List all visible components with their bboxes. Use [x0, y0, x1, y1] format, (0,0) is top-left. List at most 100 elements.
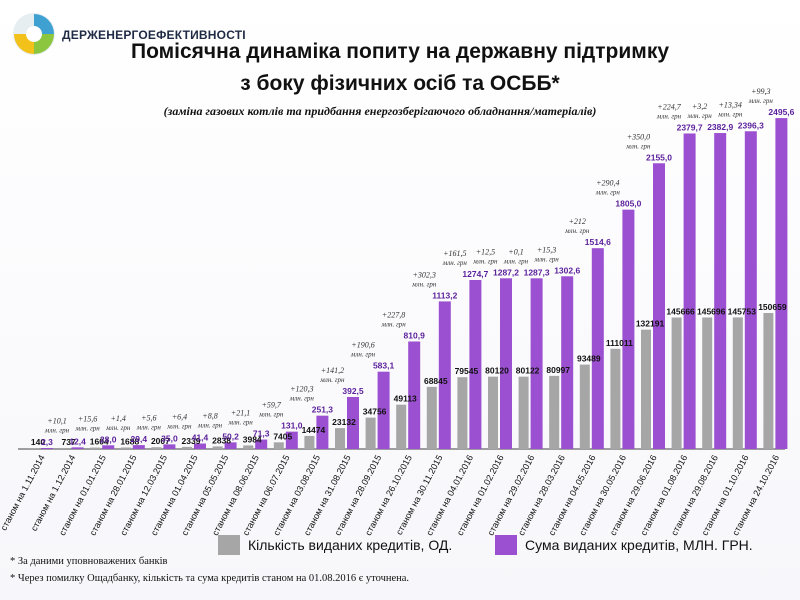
increment-label: +5,6: [141, 413, 156, 422]
amount-data-label: 392,5: [342, 386, 364, 396]
amount-data-label: 41,4: [192, 433, 209, 443]
amount-bar: [653, 163, 665, 449]
increment-label: +15,3: [537, 245, 556, 254]
count-bar: [610, 348, 621, 449]
amount-data-label: 1514,6: [585, 237, 611, 247]
count-bar: [59, 448, 70, 449]
amount-bar: [102, 445, 115, 449]
increment-label: +10,1: [47, 416, 66, 425]
count-data-label: 79545: [455, 366, 479, 376]
increment-label: +302,3: [412, 270, 435, 279]
legend-count-label: Кількість виданих кредитів, ОД.: [248, 537, 453, 553]
amount-data-label: 2155,0: [646, 152, 672, 162]
count-bar: [671, 317, 682, 449]
increment-unit-label: млн. грн: [258, 411, 284, 419]
amount-bar: [316, 415, 329, 449]
increment-label: +6,4: [172, 413, 187, 422]
increment-unit-label: млн. грн: [74, 424, 100, 432]
count-bar: [304, 435, 315, 449]
increment-unit-label: млн. грн: [748, 97, 774, 105]
count-data-label: 145666: [666, 307, 695, 317]
count-bar: [426, 386, 437, 449]
increment-label: +190,6: [351, 341, 374, 350]
org-name: ДЕРЖЕНЕРГОЕФЕКТИВНОСТІ: [62, 28, 246, 42]
count-data-label: 111011: [606, 338, 633, 348]
count-bar: [151, 447, 162, 449]
count-bar: [457, 377, 468, 449]
increment-unit-label: млн. грн: [197, 421, 223, 429]
chart-title-line1: Помісячна динаміка попиту на державну пі…: [130, 40, 670, 63]
count-bar: [518, 376, 529, 449]
count-data-label: 14474: [302, 425, 326, 435]
increment-label: +8,8: [202, 411, 217, 420]
amount-data-label: 131,0: [281, 421, 303, 431]
amount-bar: [561, 276, 574, 449]
amount-bar: [469, 279, 482, 449]
footnote-source: * За даними уповноважених банків: [10, 556, 168, 567]
increment-unit-label: млн. грн: [136, 423, 162, 431]
count-data-label: 34756: [363, 407, 387, 417]
amount-bar: [41, 448, 53, 449]
amount-data-label: 2379,7: [677, 122, 703, 132]
amount-bar: [438, 301, 451, 449]
amount-bar: [500, 278, 512, 449]
increment-unit-label: млн. грн: [472, 257, 498, 265]
increment-label: +161,5: [443, 249, 466, 258]
amount-data-label: 29,4: [131, 434, 148, 444]
increment-label: +12,5: [476, 247, 495, 256]
count-data-label: 145696: [697, 306, 726, 316]
increment-unit-label: млн. грн: [595, 189, 621, 197]
legend-amount-swatch: [495, 535, 517, 555]
increment-unit-label: млн. грн: [227, 419, 253, 427]
increment-unit-label: млн. грн: [442, 259, 468, 267]
increment-unit-label: млн. грн: [656, 112, 682, 120]
count-data-label: 3984: [243, 434, 262, 444]
amount-bar: [285, 431, 298, 449]
increment-unit-label: млн. грн: [350, 351, 376, 359]
count-bar: [335, 428, 345, 449]
count-bar: [120, 447, 131, 449]
increment-label: +224,7: [657, 102, 681, 111]
count-bar: [702, 317, 713, 449]
count-data-label: 132191: [636, 319, 665, 329]
amount-bar: [347, 396, 359, 449]
count-bar: [763, 313, 774, 449]
legend-count-swatch: [218, 535, 240, 555]
increment-unit-label: млн. грн: [717, 110, 743, 118]
count-data-label: 7405: [273, 431, 292, 441]
amount-bar: [591, 248, 604, 449]
count-data-label: 1604: [90, 437, 109, 447]
increment-label: +120,3: [290, 385, 313, 394]
count-data-label: 68845: [424, 376, 448, 386]
amount-data-label: 1805,0: [615, 199, 641, 209]
count-data-label: 737: [62, 437, 76, 447]
increment-label: +3,2: [692, 102, 707, 111]
count-data-label: 150659: [758, 302, 787, 312]
count-bar: [273, 442, 284, 449]
count-data-label: 93489: [577, 354, 601, 364]
count-data-label: 140: [31, 437, 45, 447]
amount-bar: [744, 131, 757, 449]
amount-data-label: 1113,2: [432, 290, 457, 300]
increment-unit-label: млн. грн: [289, 395, 315, 403]
amount-bar: [683, 133, 696, 449]
increment-label: +13,34: [718, 100, 741, 109]
count-data-label: 2339: [182, 436, 201, 446]
amount-bar: [377, 371, 390, 449]
amount-data-label: 251,3: [312, 405, 334, 415]
amount-bar: [775, 118, 788, 449]
amount-bar: [408, 341, 421, 449]
org-logo-icon: [13, 13, 55, 55]
amount-data-label: 1287,2: [493, 267, 519, 277]
amount-bar: [255, 439, 268, 449]
count-bar: [579, 364, 590, 449]
legend-amount: Сума виданих кредитів, МЛН. ГРН.: [495, 534, 753, 556]
increment-label: +1,4: [110, 414, 125, 423]
amount-data-label: 1302,6: [554, 265, 580, 275]
increment-label: +227,8: [382, 310, 405, 319]
count-bar: [212, 446, 223, 449]
increment-label: +99,3: [751, 87, 770, 96]
amount-bar: [132, 445, 145, 449]
count-bar: [732, 317, 743, 449]
